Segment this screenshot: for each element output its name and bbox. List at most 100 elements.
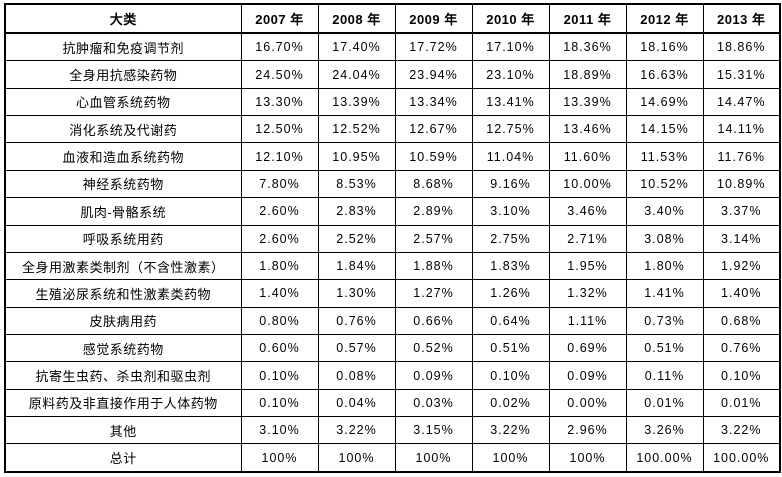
value-cell: 13.39% — [317, 87, 396, 117]
drug-category-share-table: 大类 2007 年 2008 年 2009 年 2010 年 2011 年 2012 年 20… — [4, 3, 781, 473]
value-cell: 0.76% — [702, 333, 781, 363]
value-cell: 12.52% — [317, 115, 396, 144]
column-header-year: 2008 年 — [317, 3, 396, 34]
value-cell: 17.40% — [317, 32, 396, 62]
value-cell: 0.69% — [548, 333, 627, 363]
table-row: 生殖泌尿系统和性激素类药物 1.40% 1.30% 1.27% 1.26% 1.32% 1.… — [4, 279, 781, 308]
category-cell: 心血管系统药物 — [4, 87, 242, 117]
table-row: 心血管系统药物 13.30% 13.39% 13.34% 13.41% 13.39% 14.… — [4, 87, 781, 117]
value-cell: 3.22% — [471, 416, 550, 445]
value-cell: 0.02% — [471, 388, 550, 418]
value-cell: 0.76% — [317, 306, 396, 335]
value-cell: 13.34% — [394, 87, 473, 117]
value-cell: 1.80% — [625, 251, 704, 281]
value-cell: 2.60% — [240, 197, 319, 226]
value-cell: 0.10% — [240, 361, 319, 390]
value-cell: 14.69% — [625, 87, 704, 117]
value-cell: 13.46% — [548, 115, 627, 144]
value-cell: 12.75% — [471, 115, 550, 144]
column-header-year: 2013 年 — [702, 3, 781, 34]
value-cell: 0.51% — [471, 333, 550, 363]
value-cell: 13.41% — [471, 87, 550, 117]
value-cell: 7.80% — [240, 169, 319, 199]
value-cell: 1.95% — [548, 251, 627, 281]
value-cell: 0.00% — [548, 388, 627, 418]
value-cell: 23.10% — [471, 60, 550, 89]
value-cell: 0.09% — [548, 361, 627, 390]
value-cell: 14.11% — [702, 115, 781, 144]
value-cell: 0.60% — [240, 333, 319, 363]
value-cell: 2.89% — [394, 197, 473, 226]
value-cell: 13.30% — [240, 87, 319, 117]
table-row: 全身用抗感染药物 24.50% 24.04% 23.94% 23.10% 18.89% 16… — [4, 60, 781, 89]
value-cell: 2.60% — [240, 224, 319, 253]
value-cell: 15.31% — [702, 60, 781, 89]
value-cell: 8.53% — [317, 169, 396, 199]
table-row: 肌肉-骨骼系统 2.60% 2.83% 2.89% 3.10% 3.46% 3.40% 3.3… — [4, 197, 781, 226]
value-cell: 2.75% — [471, 224, 550, 253]
category-cell: 全身用激素类制剂（不含性激素） — [4, 251, 242, 281]
value-cell: 0.01% — [702, 388, 781, 418]
table-row: 皮肤病用药 0.80% 0.76% 0.66% 0.64% 1.11% 0.73% 0.68% — [4, 306, 781, 335]
value-cell: 11.60% — [548, 142, 627, 171]
value-cell: 3.15% — [394, 416, 473, 445]
value-cell: 12.50% — [240, 115, 319, 144]
value-cell: 18.86% — [702, 32, 781, 62]
column-header-year: 2012 年 — [625, 3, 704, 34]
value-cell: 0.66% — [394, 306, 473, 335]
table-row: 呼吸系统用药 2.60% 2.52% 2.57% 2.75% 2.71% 3.08% 3.14… — [4, 224, 781, 253]
value-cell: 1.80% — [240, 251, 319, 281]
category-cell: 皮肤病用药 — [4, 306, 242, 335]
value-cell: 2.83% — [317, 197, 396, 226]
value-cell: 11.53% — [625, 142, 704, 171]
value-cell: 3.22% — [317, 416, 396, 445]
category-cell: 抗寄生虫药、杀虫剂和驱虫剂 — [4, 361, 242, 390]
value-cell: 18.16% — [625, 32, 704, 62]
header-row: 大类 2007 年 2008 年 2009 年 2010 年 2011 年 2012 年 20… — [4, 3, 781, 34]
column-header-year: 2010 年 — [471, 3, 550, 34]
value-cell: 11.04% — [471, 142, 550, 171]
value-cell: 100% — [394, 443, 473, 473]
value-cell: 100% — [240, 443, 319, 473]
column-header-category: 大类 — [4, 3, 242, 34]
value-cell: 1.27% — [394, 279, 473, 308]
value-cell: 1.40% — [702, 279, 781, 308]
category-cell: 神经系统药物 — [4, 169, 242, 199]
value-cell: 3.46% — [548, 197, 627, 226]
value-cell: 10.95% — [317, 142, 396, 171]
value-cell: 1.83% — [471, 251, 550, 281]
value-cell: 3.14% — [702, 224, 781, 253]
value-cell: 0.10% — [702, 361, 781, 390]
value-cell: 3.10% — [240, 416, 319, 445]
value-cell: 17.72% — [394, 32, 473, 62]
value-cell: 0.01% — [625, 388, 704, 418]
value-cell: 9.16% — [471, 169, 550, 199]
category-cell: 原料药及非直接作用于人体药物 — [4, 388, 242, 418]
table-row: 抗寄生虫药、杀虫剂和驱虫剂 0.10% 0.08% 0.09% 0.10% 0.09% 0.… — [4, 361, 781, 390]
value-cell: 16.63% — [625, 60, 704, 89]
category-cell: 呼吸系统用药 — [4, 224, 242, 253]
category-cell: 消化系统及代谢药 — [4, 115, 242, 144]
value-cell: 1.84% — [317, 251, 396, 281]
value-cell: 1.92% — [702, 251, 781, 281]
value-cell: 11.76% — [702, 142, 781, 171]
value-cell: 0.09% — [394, 361, 473, 390]
value-cell: 8.68% — [394, 169, 473, 199]
value-cell: 0.68% — [702, 306, 781, 335]
category-cell: 血液和造血系统药物 — [4, 142, 242, 171]
value-cell: 0.03% — [394, 388, 473, 418]
value-cell: 12.10% — [240, 142, 319, 171]
value-cell: 3.10% — [471, 197, 550, 226]
value-cell: 2.71% — [548, 224, 627, 253]
value-cell: 3.37% — [702, 197, 781, 226]
value-cell: 3.26% — [625, 416, 704, 445]
column-header-year: 2011 年 — [548, 3, 627, 34]
table-row: 感觉系统药物 0.60% 0.57% 0.52% 0.51% 0.69% 0.51% 0.76… — [4, 333, 781, 363]
value-cell: 10.00% — [548, 169, 627, 199]
total-row: 总计 100% 100% 100% 100% 100% 100.00% 100.00% — [4, 443, 781, 473]
category-cell: 其他 — [4, 416, 242, 445]
value-cell: 2.57% — [394, 224, 473, 253]
value-cell: 0.10% — [471, 361, 550, 390]
value-cell: 1.11% — [548, 306, 627, 335]
value-cell: 24.50% — [240, 60, 319, 89]
